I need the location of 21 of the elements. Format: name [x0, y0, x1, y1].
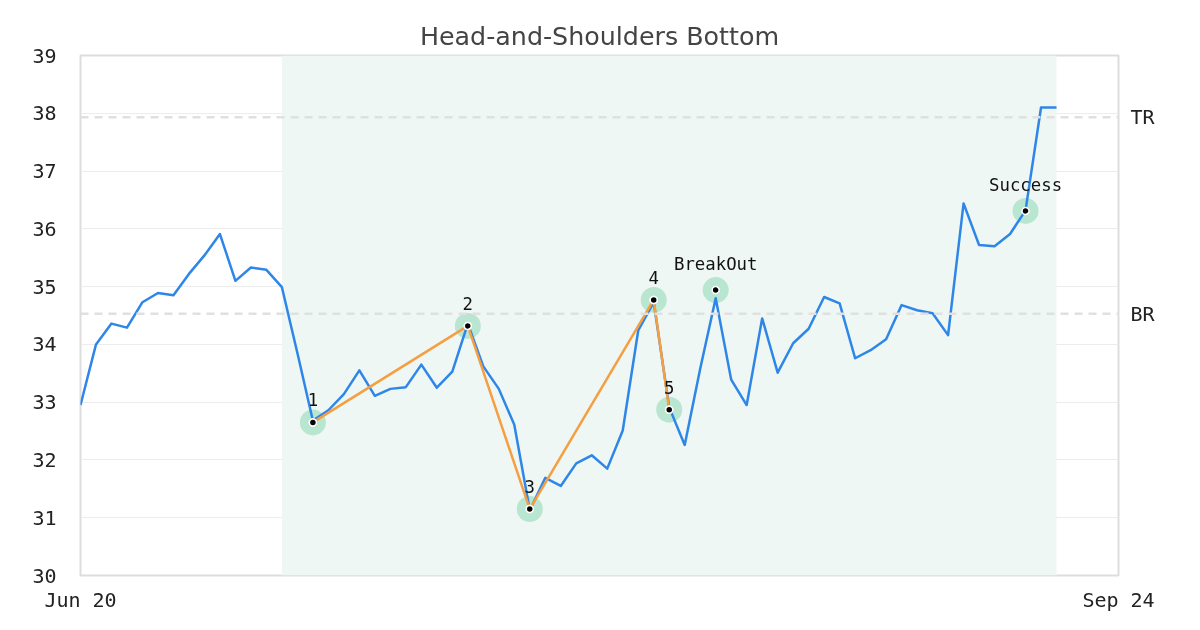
y-tick-label: 38 — [32, 101, 57, 126]
ref-line-label: TR — [1130, 105, 1156, 130]
x-tick-label: Sep 24 — [1082, 587, 1155, 612]
point — [656, 396, 683, 423]
ref-line-label: BR — [1130, 301, 1156, 326]
y-tick-label: 37 — [32, 159, 57, 184]
y-tick-label: 34 — [32, 332, 57, 357]
chart-title: Head-and-Shoulders Bottom — [419, 20, 780, 51]
y-tick-label: 31 — [32, 505, 57, 530]
series-label: 2 — [462, 293, 474, 314]
point — [702, 277, 729, 304]
y-tick-label: 33 — [32, 390, 57, 415]
series-label: BreakOut — [673, 254, 758, 275]
y-tick-label: 32 — [32, 447, 57, 472]
y-tick-label: 30 — [32, 563, 57, 588]
x-tick-label: Jun 20 — [44, 587, 117, 612]
y-tick-label: 39 — [32, 43, 57, 68]
y-tick-label: 35 — [32, 274, 57, 299]
series-label: 4 — [648, 267, 659, 288]
series-label: 1 — [307, 390, 319, 411]
y-tick-label: 36 — [32, 216, 57, 241]
